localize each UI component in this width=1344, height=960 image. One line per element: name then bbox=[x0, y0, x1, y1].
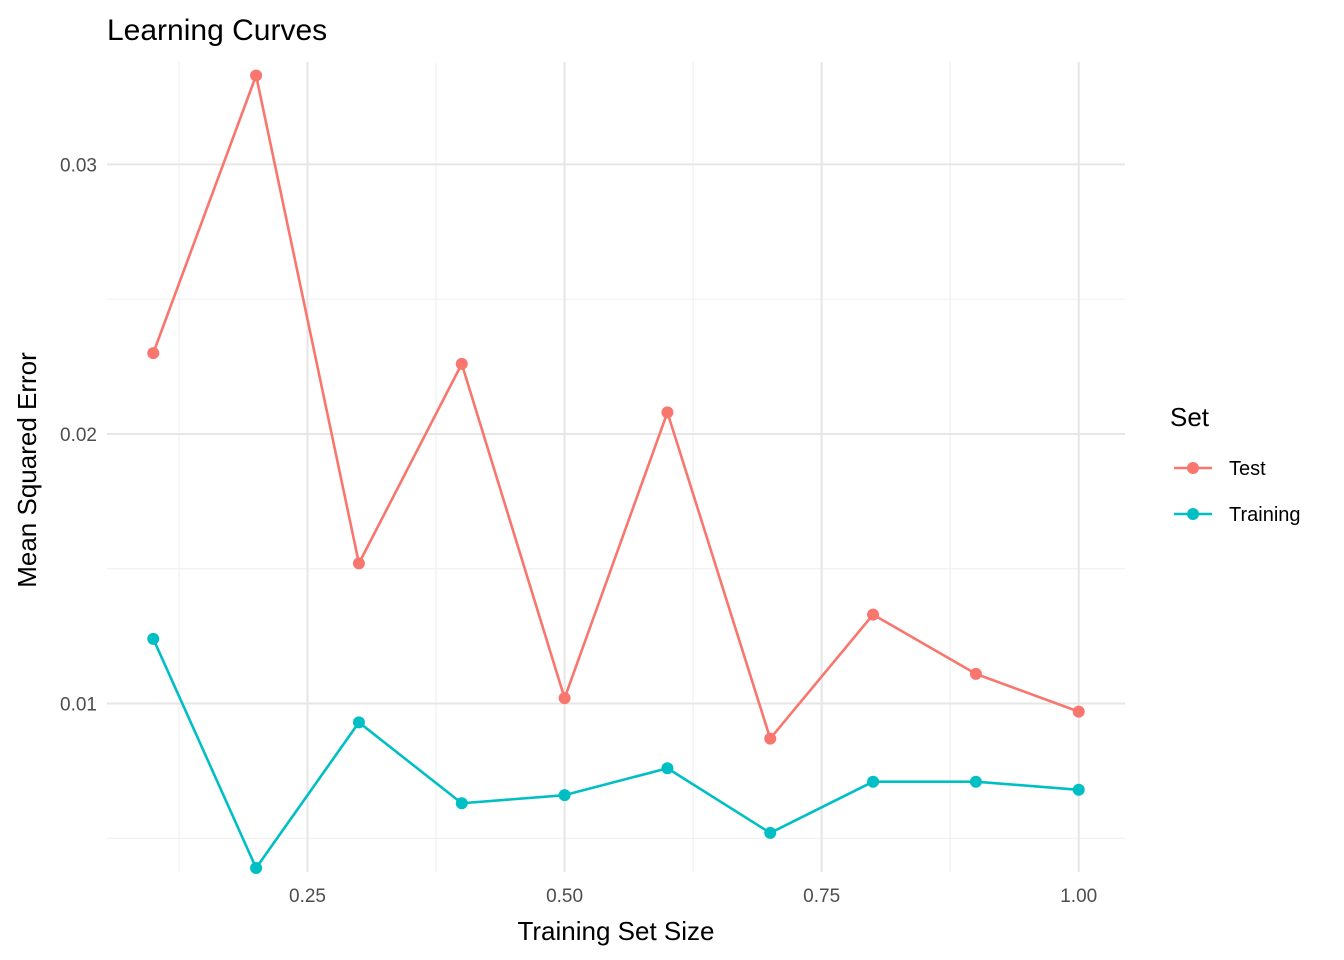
data-point-training bbox=[455, 797, 468, 810]
data-point-test bbox=[969, 667, 982, 680]
x-axis-ticks: 0.25 0.50 0.75 1.00 bbox=[289, 886, 1097, 907]
series-layer bbox=[147, 69, 1085, 874]
legend-item-test: Test bbox=[1174, 458, 1266, 480]
data-point-training bbox=[250, 861, 263, 874]
legend-label: Training bbox=[1229, 504, 1301, 526]
data-point-test bbox=[250, 69, 263, 82]
data-point-training bbox=[661, 762, 674, 775]
y-tick-label: 0.03 bbox=[60, 155, 97, 176]
series-training bbox=[147, 632, 1085, 874]
legend-key-point bbox=[1187, 462, 1199, 474]
y-tick-label: 0.01 bbox=[60, 695, 97, 716]
x-tick-label: 0.25 bbox=[289, 886, 326, 907]
data-point-training bbox=[969, 775, 982, 788]
chart-title: Learning Curves bbox=[107, 14, 327, 47]
data-point-test bbox=[558, 692, 571, 705]
data-point-training bbox=[147, 632, 160, 645]
legend-key-point bbox=[1187, 508, 1199, 520]
x-axis-title: Training Set Size bbox=[517, 916, 714, 946]
y-axis-ticks: 0.01 0.02 0.03 bbox=[60, 155, 97, 715]
data-point-training bbox=[867, 775, 880, 788]
grid bbox=[107, 62, 1125, 872]
data-point-test bbox=[661, 406, 674, 419]
legend-label: Test bbox=[1229, 458, 1266, 480]
data-point-test bbox=[764, 732, 777, 745]
data-point-test bbox=[867, 608, 880, 621]
data-point-test bbox=[455, 357, 468, 370]
legend-items: Test Training bbox=[1174, 458, 1301, 526]
data-point-training bbox=[558, 789, 571, 802]
y-axis-title: Mean Squared Error bbox=[12, 352, 42, 588]
y-tick-label: 0.02 bbox=[60, 425, 97, 446]
data-point-training bbox=[764, 826, 777, 839]
legend-item-training: Training bbox=[1174, 504, 1301, 526]
series-line-test bbox=[152, 74, 1080, 740]
x-tick-label: 0.75 bbox=[803, 886, 840, 907]
data-point-test bbox=[352, 557, 365, 570]
x-tick-label: 1.00 bbox=[1060, 886, 1097, 907]
series-line-training bbox=[152, 638, 1079, 870]
series-test bbox=[147, 69, 1085, 745]
data-point-training bbox=[1072, 783, 1085, 796]
data-point-test bbox=[1072, 705, 1085, 718]
data-point-test bbox=[147, 347, 160, 360]
data-point-training bbox=[352, 716, 365, 729]
legend: Set Test Training bbox=[1170, 402, 1301, 526]
legend-title: Set bbox=[1170, 402, 1210, 432]
x-tick-label: 0.50 bbox=[546, 886, 583, 907]
